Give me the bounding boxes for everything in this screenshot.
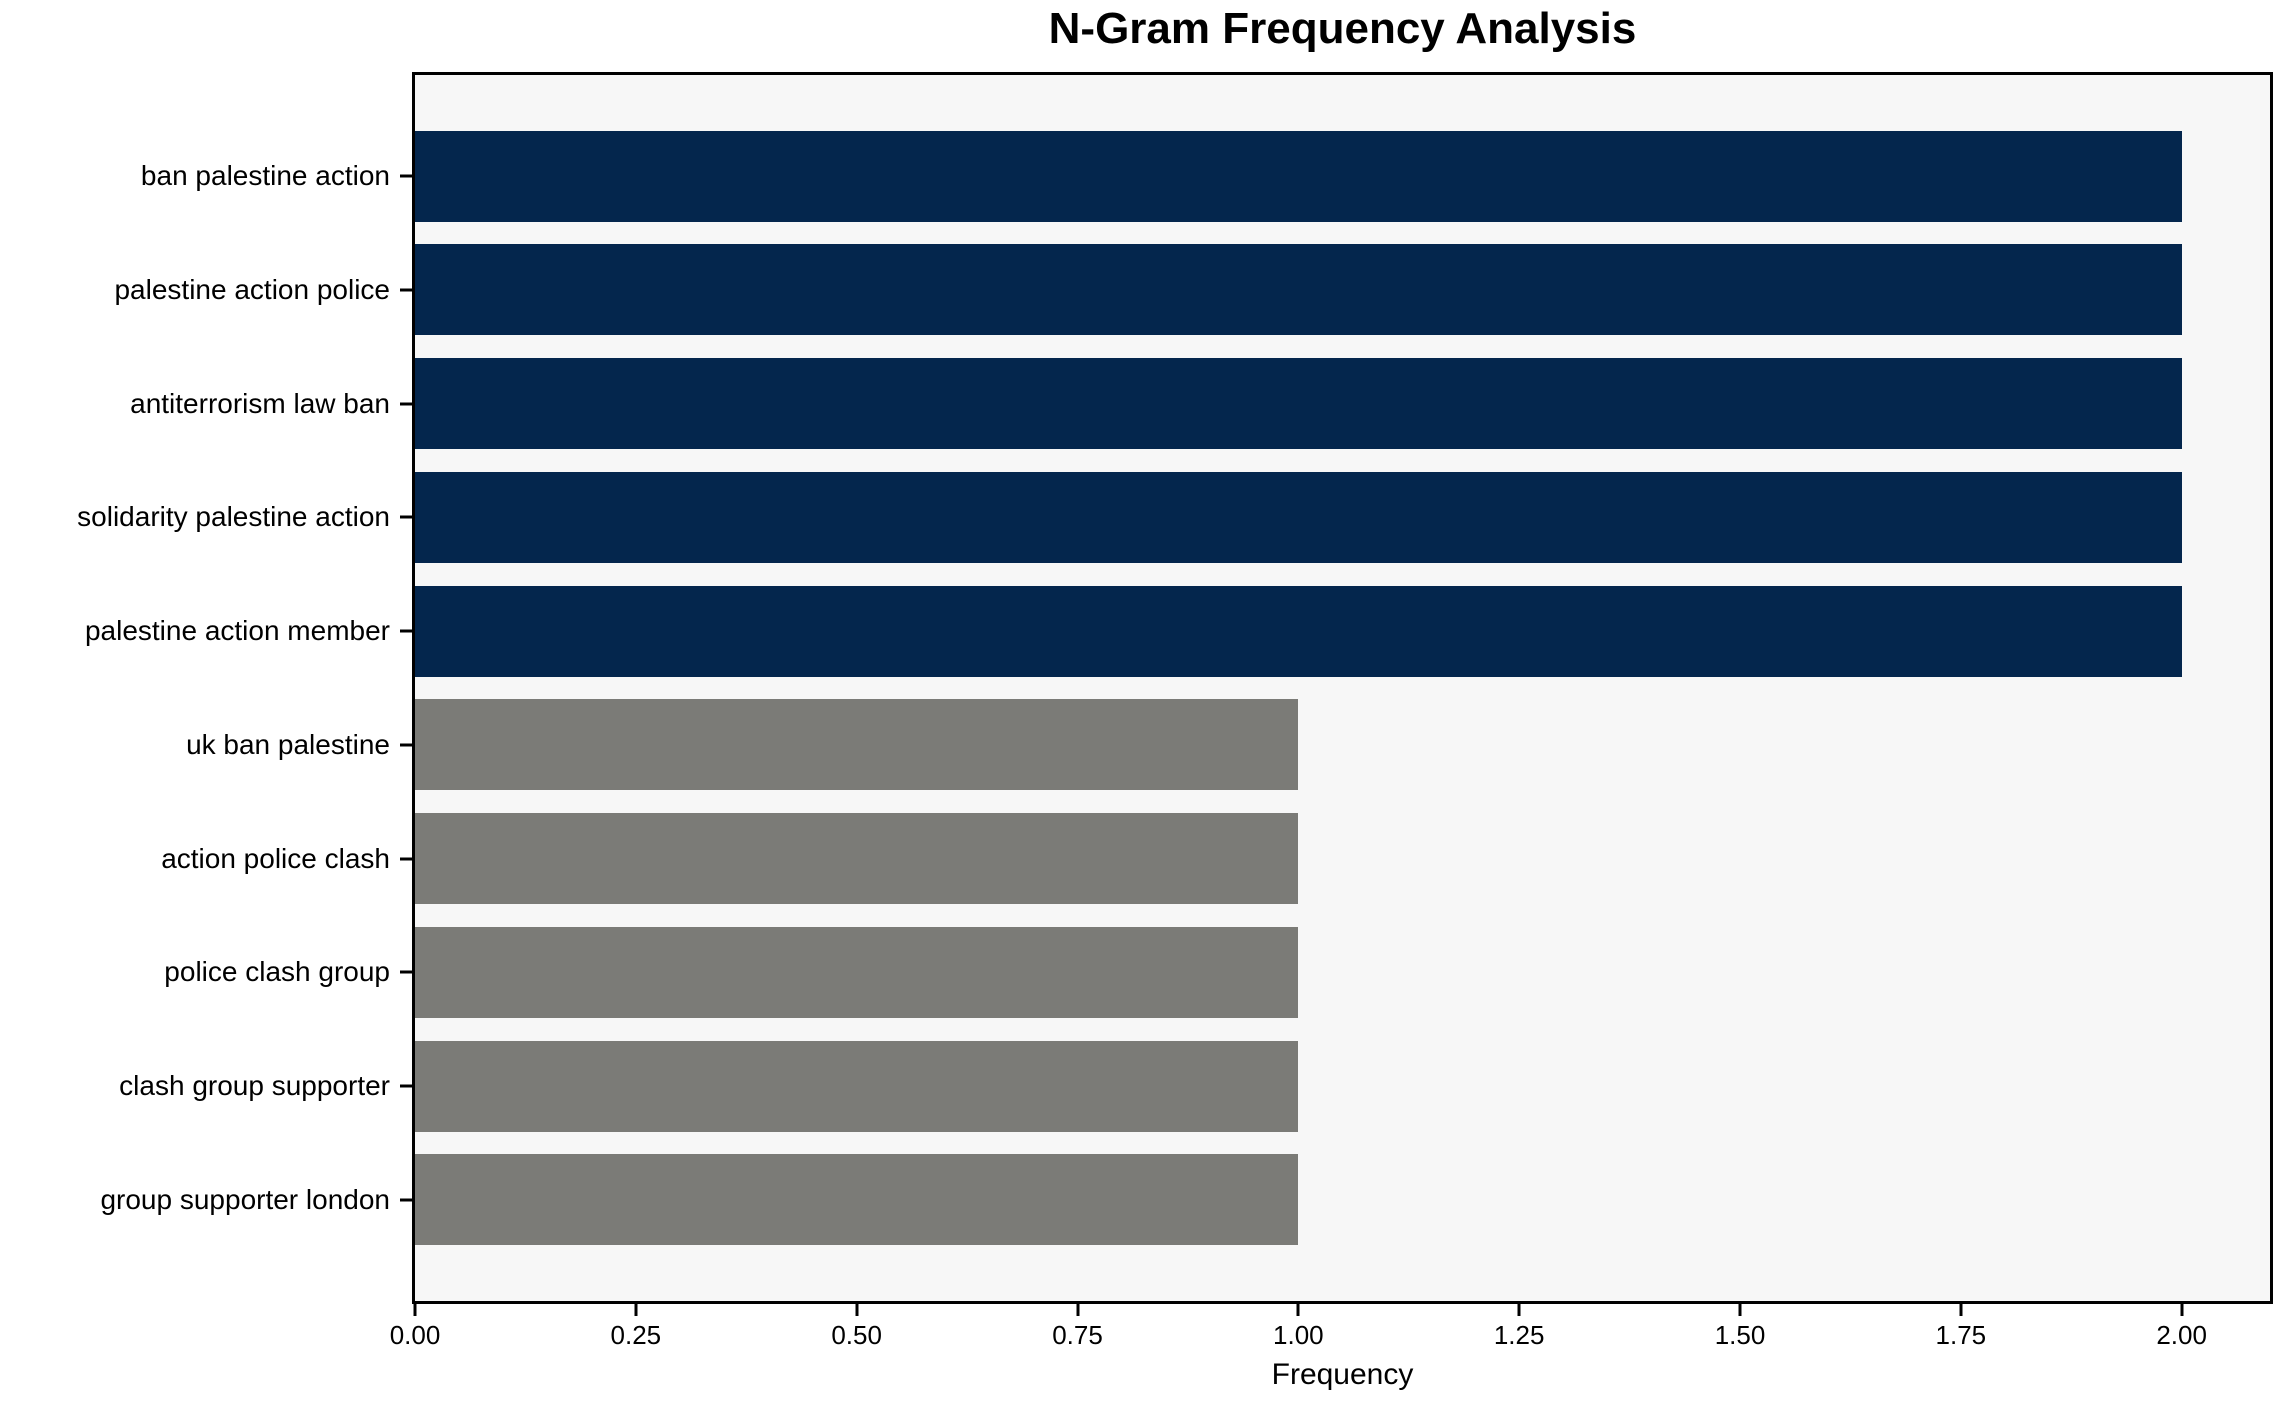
x-tick-label: 1.75 <box>1935 1320 1987 1350</box>
y-tick-mark <box>400 174 412 178</box>
bar-palestine-action-police <box>415 244 2182 336</box>
bar-ban-palestine-action <box>415 130 2182 222</box>
bar-clash-group-supporter <box>415 1040 1299 1132</box>
bar-antiterrorism-law-ban <box>415 358 2182 450</box>
x-tick-label: 2.00 <box>2156 1320 2207 1350</box>
y-tick-mark <box>400 743 412 747</box>
x-tick-mark <box>1738 1304 1742 1316</box>
x-tick-mark <box>1959 1304 1963 1316</box>
y-tick-mark <box>400 288 412 292</box>
x-tick-mark <box>1296 1304 1300 1316</box>
x-tick-label: 0.00 <box>389 1320 441 1350</box>
x-tick-mark <box>1517 1304 1521 1316</box>
y-tick-mark <box>400 1084 412 1088</box>
bar-action-police-clash <box>415 813 1299 905</box>
bar-police-clash-group <box>415 926 1299 1018</box>
y-tick-mark <box>400 970 412 974</box>
x-tick-label: 0.75 <box>1052 1320 1103 1350</box>
x-tick-mark <box>855 1304 859 1316</box>
x-tick-label: 1.25 <box>1493 1320 1545 1350</box>
y-tick-label: ban palestine action <box>140 160 390 192</box>
x-tick-mark <box>2180 1304 2184 1316</box>
x-tick-label: 1.00 <box>1273 1320 1324 1350</box>
y-tick-label: uk ban palestine <box>186 728 390 760</box>
bar-solidarity-palestine-action <box>415 471 2182 563</box>
y-tick-mark <box>400 515 412 519</box>
plot-area <box>412 72 2273 1304</box>
y-tick-label: antiterrorism law ban <box>130 387 390 419</box>
bar-uk-ban-palestine <box>415 699 1299 791</box>
x-tick-label: 0.50 <box>831 1320 882 1350</box>
x-axis-title: Frequency <box>1271 1358 1414 1391</box>
y-tick-label: police clash group <box>164 956 390 988</box>
y-tick-mark <box>400 857 412 861</box>
y-tick-label: group supporter london <box>100 1183 390 1215</box>
y-tick-label: action police clash <box>161 842 390 874</box>
y-tick-mark <box>400 402 412 406</box>
y-tick-mark <box>400 1198 412 1202</box>
y-tick-label: palestine action police <box>114 273 390 305</box>
y-tick-label: clash group supporter <box>119 1070 390 1102</box>
y-tick-label: solidarity palestine action <box>77 501 390 533</box>
x-tick-label: 1.50 <box>1714 1320 1766 1350</box>
x-tick-label: 0.25 <box>610 1320 662 1350</box>
x-tick-mark <box>634 1304 638 1316</box>
bar-group-supporter-london <box>415 1154 1299 1246</box>
x-tick-mark <box>1076 1304 1079 1316</box>
y-tick-mark <box>400 629 412 633</box>
x-tick-mark <box>413 1304 417 1316</box>
bar-palestine-action-member <box>415 585 2182 677</box>
chart-title: N-Gram Frequency Analysis <box>1048 4 1637 53</box>
y-tick-label: palestine action member <box>84 615 390 647</box>
